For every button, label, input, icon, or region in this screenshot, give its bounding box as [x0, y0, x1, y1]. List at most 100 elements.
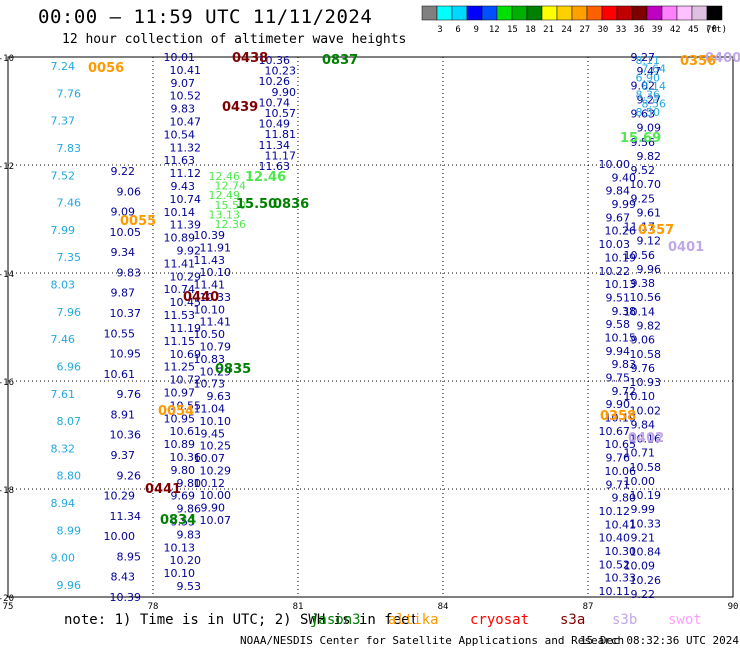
wave-height-value: 9.90 [272, 86, 297, 99]
pass-time-label: 0834 [160, 513, 196, 528]
pass-time-label: 0056 [88, 61, 124, 76]
wave-height-value: 12.46 [209, 170, 241, 183]
pass-time-label: 12.46 [245, 170, 286, 185]
scale-tick-label: 27 [579, 25, 590, 35]
wave-height-value: 9.34 [111, 246, 136, 259]
wave-height-value: 9.51 [606, 291, 631, 304]
wave-height-value: 11.53 [164, 309, 196, 322]
lon-tick-label: 84 [438, 602, 449, 612]
wave-height-value: 10.26 [605, 225, 637, 238]
wave-height-value: 9.07 [171, 77, 196, 90]
footer-timestamp: 15 Dec 08:32:36 UTC 2024 [580, 634, 739, 647]
wave-height-value: 10.06 [605, 465, 637, 478]
wave-height-value: 11.41 [200, 316, 232, 329]
wave-height-value: 10.89 [164, 232, 196, 245]
wave-height-value: 10.57 [265, 107, 297, 120]
pass-time-label: 0836 [273, 197, 309, 212]
wave-height-value: 9.61 [637, 206, 662, 219]
wave-height-value: 10.50 [194, 328, 226, 341]
wave-height-value: 10.58 [630, 348, 662, 361]
wave-height-value: 11.63 [164, 154, 196, 167]
lat-tick-label: -12 [0, 162, 14, 172]
wave-height-value: 11.41 [164, 257, 196, 270]
lat-tick-label: -18 [0, 486, 14, 496]
scale-tick-label: 9 [473, 25, 478, 35]
wave-height-value: 9.86 [177, 503, 202, 516]
wave-height-value: 9.69 [171, 490, 196, 503]
wave-height-value: 9.80 [612, 492, 637, 505]
wave-height-value: 9.94 [606, 345, 631, 358]
wave-height-value: 9.27 [637, 93, 662, 106]
wave-height-value: 10.41 [170, 64, 202, 77]
wave-height-value: 9.84 [606, 185, 631, 198]
scale-tick-label: 42 [670, 25, 681, 35]
wave-height-value: 10.83 [194, 353, 226, 366]
wave-height-value: 10.47 [170, 116, 202, 129]
wave-height-value: 10.22 [599, 265, 631, 278]
wave-height-value: 10.65 [605, 438, 637, 451]
wave-height-value: 7.24 [51, 60, 76, 73]
wave-height-value: 11.91 [200, 241, 232, 254]
wave-height-value: 10.10 [624, 390, 656, 403]
wave-height-value: 10.26 [630, 574, 662, 587]
wave-height-value: 9.26 [117, 469, 142, 482]
pass-time-label: 0400 [705, 51, 740, 66]
wave-height-value: 10.19 [605, 412, 637, 425]
wave-height-value: 10.41 [605, 518, 637, 531]
wave-height-value: 10.49 [259, 118, 291, 131]
legend-entry-s3b: s3b [612, 612, 638, 628]
wave-height-value: 10.33 [605, 572, 637, 585]
wave-height-value: 10.12 [599, 505, 631, 518]
wave-height-value: 15.50 [215, 199, 247, 212]
wave-height-value: 10.74 [170, 193, 202, 206]
wave-height-value: 10.39 [194, 229, 226, 242]
wave-height-value: 8.50 [636, 106, 661, 119]
wave-height-value: 10.36 [170, 451, 202, 464]
wave-height-value: 10.14 [624, 305, 656, 318]
pass-time-label: 0358 [600, 409, 636, 424]
wave-height-value: 10.29 [200, 365, 232, 378]
wave-height-value: 8.07 [57, 415, 82, 428]
wave-height-value: 10.54 [164, 128, 196, 141]
wave-height-value: 9.99 [631, 503, 656, 516]
wave-height-value: 10.97 [164, 386, 196, 399]
wave-height-value: 10.16 [630, 433, 662, 446]
wave-height-value: 10.15 [605, 331, 637, 344]
wave-height-value: 9.56 [631, 136, 656, 149]
legend-entry-jason3: jason3 [310, 612, 361, 628]
lat-tick-label: -10 [0, 54, 14, 64]
wave-height-value: 9.84 [631, 418, 656, 431]
wave-height-value: 10.19 [605, 251, 637, 264]
wave-height-value: 7.83 [57, 142, 82, 155]
wave-height-value: 10.45 [170, 296, 202, 309]
wave-height-value: 10.79 [200, 341, 232, 354]
wave-height-value: 9.02 [631, 79, 656, 92]
wave-height-value: 10.37 [110, 307, 142, 320]
wave-height-value: 10.29 [104, 490, 136, 503]
wave-height-value: 10.14 [164, 206, 196, 219]
wave-height-value: 9.22 [111, 165, 136, 178]
wave-height-value: 9.83 [177, 528, 202, 541]
scale-tick-label: 33 [616, 25, 627, 35]
legend-entry-swot: swot [668, 612, 702, 628]
wave-height-value: 13.13 [209, 208, 241, 221]
wave-height-value: 11.43 [194, 254, 226, 267]
wave-height-value: 9.38 [631, 277, 656, 290]
wave-height-value: 11.34 [110, 510, 142, 523]
wave-height-value: 10.55 [104, 327, 136, 340]
wave-height-value: 9.83 [117, 266, 142, 279]
wave-height-value: 11.41 [194, 279, 226, 292]
wave-height-value: 10.36 [259, 54, 291, 67]
wave-height-value: 9.83 [612, 358, 637, 371]
scale-tick-label: 39 [652, 25, 663, 35]
wave-height-value: 10.20 [170, 554, 202, 567]
wave-height-value: 9.09 [111, 206, 136, 219]
wave-height-value: 10.00 [104, 530, 136, 543]
wave-height-value: 9.09 [637, 122, 662, 135]
wave-height-value: 9.92 [177, 245, 202, 258]
wave-height-value: 10.09 [624, 560, 656, 573]
wave-height-value: 9.99 [612, 198, 637, 211]
pass-time-label: 0402 [628, 431, 664, 446]
wave-height-value: 10.00 [200, 489, 232, 502]
wave-height-value: 10.52 [170, 90, 202, 103]
